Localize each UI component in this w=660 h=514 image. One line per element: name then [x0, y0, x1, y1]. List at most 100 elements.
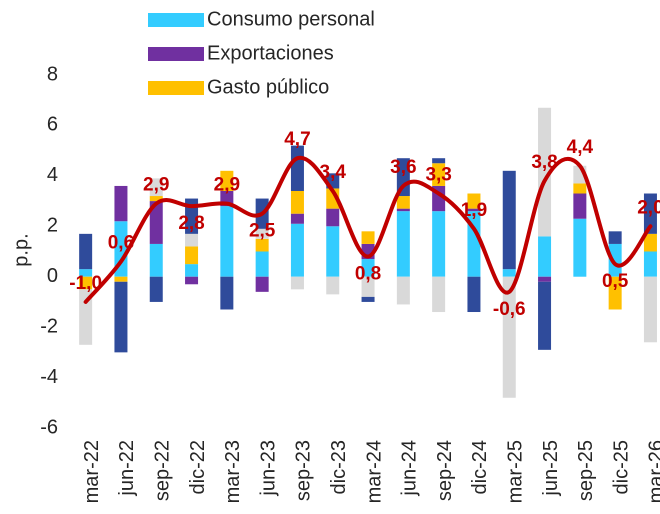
bar-segment	[255, 276, 269, 292]
bar-segment	[361, 276, 375, 297]
y-tick-label: 4	[47, 164, 58, 186]
x-tick-label: jun-23	[257, 440, 279, 497]
data-label: 2,9	[214, 175, 240, 196]
bar-segment	[396, 211, 410, 277]
bar-segment	[114, 276, 128, 282]
data-label: 3,8	[531, 152, 557, 173]
x-tick-label: dic-24	[469, 440, 491, 494]
x-tick-label: jun-22	[116, 440, 138, 497]
x-tick-label: dic-22	[187, 440, 209, 494]
bar-segment	[643, 251, 657, 277]
bar-segment	[432, 163, 446, 186]
bar-segment	[396, 208, 410, 212]
bar-segment	[573, 218, 587, 277]
bar-segment	[361, 231, 375, 244]
bar-segment	[502, 269, 516, 277]
x-tick-label: mar-23	[222, 440, 244, 503]
bar-segment	[255, 251, 269, 277]
data-label: 3,3	[425, 165, 451, 186]
x-tick-label: mar-22	[81, 440, 103, 503]
bar-segment	[290, 190, 304, 214]
y-tick-label: -4	[40, 366, 58, 388]
x-tick-label: mar-24	[363, 440, 385, 503]
bar-segment	[643, 276, 657, 343]
y-tick-label: 0	[47, 265, 58, 287]
bar-segment	[290, 213, 304, 224]
bar-segment	[290, 276, 304, 290]
bar-segment	[326, 276, 340, 295]
legend-swatch	[148, 13, 204, 27]
x-tick-label: sep-24	[434, 440, 456, 501]
legend-label: Consumo personal	[207, 8, 375, 30]
bar-segment	[467, 193, 481, 209]
bar-segment	[79, 276, 93, 290]
data-label: 0,6	[108, 233, 134, 254]
bar-segment	[290, 145, 304, 191]
bar-segment	[326, 208, 340, 227]
bar-segment	[79, 269, 93, 277]
bar-segment	[149, 196, 163, 202]
bar-segment	[361, 259, 375, 277]
y-tick-label: 8	[47, 63, 58, 85]
bar-segment	[185, 233, 199, 247]
bar-segment	[502, 170, 516, 270]
bar-segment	[220, 170, 234, 191]
data-label: 2,5	[249, 221, 276, 242]
bar-segment	[608, 276, 622, 310]
data-label: 2,0	[637, 197, 660, 218]
bar-segment	[79, 233, 93, 270]
bar-segment	[538, 276, 552, 282]
y-axis-label: p.p.	[10, 233, 32, 266]
bar-segment	[220, 206, 234, 277]
bar-segment	[185, 264, 199, 277]
x-tick-label: jun-24	[399, 440, 421, 497]
x-tick-label: mar-25	[505, 440, 527, 503]
x-tick-label: dic-25	[610, 440, 632, 494]
bar-segment	[643, 193, 657, 234]
x-tick-label: dic-23	[328, 440, 350, 494]
bar-segment	[185, 246, 199, 265]
bar-segment	[149, 243, 163, 277]
bar-segment	[538, 281, 552, 350]
bar-segment	[114, 281, 128, 353]
data-label: 4,4	[567, 137, 594, 158]
x-tick-label: sep-22	[152, 440, 174, 501]
bar-segment	[149, 276, 163, 302]
bar-segment	[149, 201, 163, 244]
y-tick-label: 2	[47, 215, 58, 237]
legend-swatch	[148, 47, 204, 61]
x-tick-label: sep-25	[575, 440, 597, 501]
bar-segment	[432, 211, 446, 277]
bar-segment	[573, 183, 587, 194]
bar-segment	[538, 107, 552, 237]
bar-segment	[396, 276, 410, 305]
bar-segment	[608, 243, 622, 277]
data-label: 4,7	[284, 129, 310, 150]
y-tick-label: 6	[47, 114, 58, 136]
y-tick-label: -2	[40, 315, 58, 337]
data-label: 1,9	[461, 200, 487, 221]
bar-segment	[220, 276, 234, 310]
bar-segment	[149, 178, 163, 197]
y-tick-label: -6	[40, 416, 58, 438]
bar-segment	[361, 296, 375, 302]
bar-segment	[185, 276, 199, 285]
bar-segment	[326, 226, 340, 277]
legend-label: Exportaciones	[207, 42, 334, 64]
bar-segment	[502, 276, 516, 398]
bar-segment	[114, 185, 128, 222]
data-label: -0,6	[493, 299, 526, 320]
x-tick-label: jun-25	[540, 440, 562, 497]
bar-segment	[432, 276, 446, 313]
legend-swatch	[148, 81, 204, 95]
data-label: -1,0	[69, 273, 102, 294]
line	[83, 155, 653, 304]
data-label: 3,4	[320, 162, 347, 183]
data-label: 3,6	[390, 157, 416, 178]
bar-segment	[432, 158, 446, 164]
data-label: 2,9	[143, 175, 169, 196]
data-label: 2,8	[178, 213, 204, 234]
bar-segment	[290, 223, 304, 277]
bar-segment	[255, 228, 269, 239]
